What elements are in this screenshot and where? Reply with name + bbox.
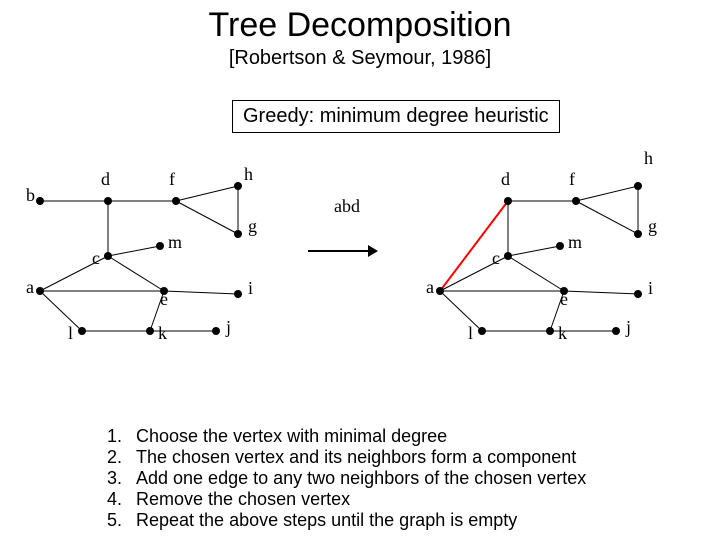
step-number: 4.: [100, 489, 136, 510]
node-f: [572, 197, 580, 205]
node-label-k: k: [558, 323, 567, 344]
node-label-i: i: [248, 278, 253, 299]
node-m: [556, 242, 564, 250]
node-label-h: h: [644, 148, 653, 169]
node-j: [612, 327, 620, 335]
node-i: [234, 290, 242, 298]
node-label-e: e: [160, 289, 168, 310]
edge: [508, 256, 564, 291]
step-text: Remove the chosen vertex: [136, 489, 350, 510]
edge: [576, 201, 638, 234]
node-label-l: l: [468, 323, 473, 344]
heuristic-box: Greedy: minimum degree heuristic: [232, 100, 560, 133]
node-a: [436, 287, 444, 295]
node-c: [104, 252, 112, 260]
edge: [576, 186, 638, 201]
node-f: [172, 197, 180, 205]
node-d: [504, 197, 512, 205]
node-k: [546, 327, 554, 335]
node-label-a: a: [426, 277, 434, 298]
node-label-i: i: [648, 278, 653, 299]
node-label-f: f: [169, 169, 175, 190]
node-h: [234, 182, 242, 190]
node-label-e: e: [560, 289, 568, 310]
step-row: 4.Remove the chosen vertex: [100, 489, 586, 510]
step-row: 2.The chosen vertex and its neighbors fo…: [100, 447, 586, 468]
node-g: [234, 230, 242, 238]
step-text: Choose the vertex with minimal degree: [136, 426, 447, 447]
edge: [108, 256, 164, 291]
node-l: [78, 327, 86, 335]
edge: [108, 246, 160, 256]
node-a: [36, 287, 44, 295]
edge: [176, 186, 238, 201]
node-label-b: b: [26, 185, 35, 206]
node-i: [634, 290, 642, 298]
node-m: [156, 242, 164, 250]
step-text: Repeat the above steps until the graph i…: [136, 510, 517, 531]
step-number: 3.: [100, 468, 136, 489]
step-text: Add one edge to any two neighbors of the…: [136, 468, 586, 489]
step-row: 5.Repeat the above steps until the graph…: [100, 510, 586, 531]
node-label-a: a: [26, 277, 34, 298]
node-label-f: f: [569, 169, 575, 190]
node-b: [36, 197, 44, 205]
left-graph: [20, 156, 300, 346]
edge: [564, 291, 638, 294]
node-label-g: g: [248, 216, 257, 237]
node-label-m: m: [568, 232, 582, 253]
node-g: [634, 230, 642, 238]
node-label-c: c: [92, 248, 100, 269]
node-label-g: g: [648, 216, 657, 237]
node-k: [146, 327, 154, 335]
edge: [40, 291, 82, 331]
highlight-edge: [440, 201, 508, 291]
node-j: [212, 327, 220, 335]
step-text: The chosen vertex and its neighbors form…: [136, 447, 576, 468]
step-row: 3.Add one edge to any two neighbors of t…: [100, 468, 586, 489]
edge: [508, 246, 560, 256]
component-label: abd: [334, 196, 360, 217]
step-number: 2.: [100, 447, 136, 468]
node-label-l: l: [68, 323, 73, 344]
node-label-h: h: [244, 164, 253, 185]
node-label-d: d: [101, 169, 110, 190]
node-c: [504, 252, 512, 260]
node-label-j: j: [626, 317, 631, 338]
edge: [164, 291, 238, 294]
page-title: Tree Decomposition: [0, 6, 720, 45]
node-label-j: j: [226, 317, 231, 338]
right-graph: [420, 156, 700, 346]
node-label-m: m: [168, 232, 182, 253]
node-d: [104, 197, 112, 205]
citation: [Robertson & Seymour, 1986]: [0, 47, 720, 70]
edge: [440, 291, 482, 331]
step-row: 1.Choose the vertex with minimal degree: [100, 426, 586, 447]
node-h: [634, 182, 642, 190]
node-label-c: c: [492, 248, 500, 269]
node-label-k: k: [158, 323, 167, 344]
step-number: 5.: [100, 510, 136, 531]
step-number: 1.: [100, 426, 136, 447]
node-label-d: d: [501, 169, 510, 190]
algorithm-steps: 1.Choose the vertex with minimal degree2…: [100, 426, 586, 531]
edge: [176, 201, 238, 234]
node-l: [478, 327, 486, 335]
